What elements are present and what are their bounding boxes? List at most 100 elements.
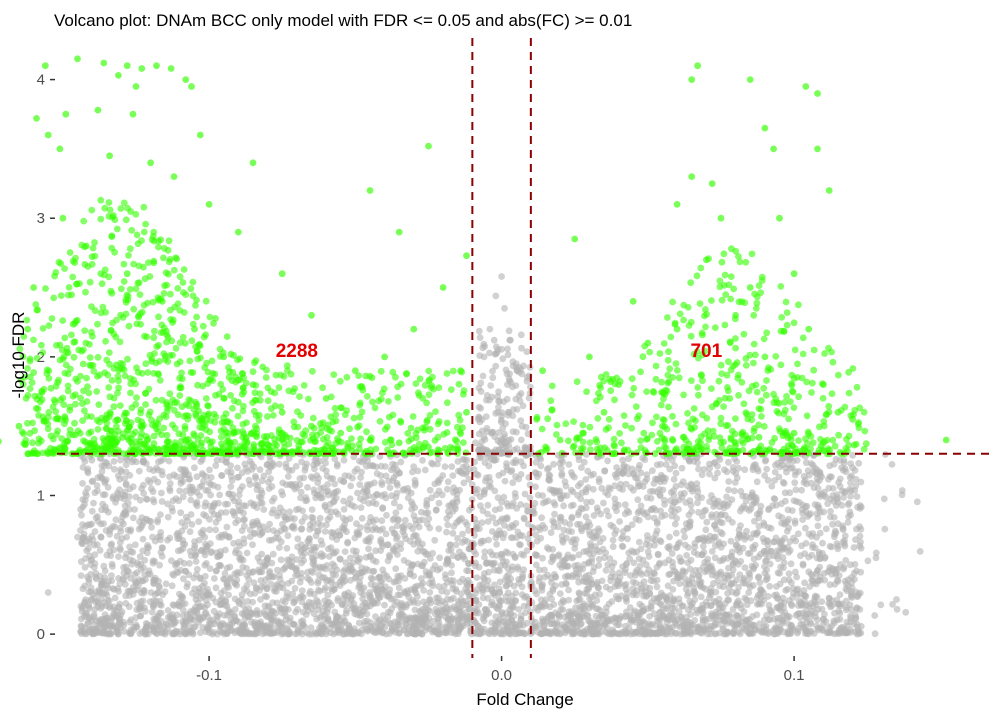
grey-point: [777, 563, 784, 571]
grey-point: [606, 485, 614, 493]
grey-point: [517, 417, 525, 424]
grey-point: [115, 603, 123, 611]
grey-point: [672, 469, 680, 477]
grey-point: [382, 463, 389, 470]
grey-point: [567, 486, 575, 494]
grey-point: [605, 512, 612, 520]
grey-point: [504, 564, 512, 572]
grey-point: [434, 615, 442, 623]
grey-point: [484, 518, 492, 525]
grey-point: [550, 489, 558, 497]
grey-point: [138, 485, 146, 492]
grey-point: [650, 480, 658, 487]
grey-point: [261, 602, 269, 610]
grey-point: [588, 558, 596, 566]
grey-point: [777, 625, 784, 633]
grey-point: [577, 504, 585, 512]
grey-point: [285, 454, 293, 462]
grey-point: [479, 615, 487, 622]
significant-point: [170, 173, 178, 181]
grey-point: [584, 612, 592, 619]
grey-point: [186, 528, 194, 536]
grey-point: [476, 581, 484, 589]
x-axis: -0.1 0.0 0.1: [196, 656, 805, 684]
grey-point: [308, 555, 316, 562]
grey-point: [787, 560, 795, 568]
significant-point: [30, 284, 37, 291]
grey-point: [732, 542, 740, 550]
grey-point: [774, 555, 782, 563]
grey-point: [282, 616, 290, 624]
grey-point: [575, 551, 583, 559]
not-significant-point: [501, 304, 508, 312]
grey-point: [213, 456, 221, 464]
grey-point: [235, 473, 243, 481]
grey-point: [349, 547, 357, 555]
grey-point: [125, 603, 133, 611]
grey-point: [306, 521, 314, 528]
grey-point: [730, 628, 737, 636]
grey-point: [770, 630, 778, 638]
grey-point: [279, 479, 287, 487]
grey-point: [538, 583, 546, 591]
grey-point: [849, 452, 857, 459]
grey-point: [263, 613, 270, 620]
grey-point: [773, 583, 780, 590]
grey-point: [333, 460, 341, 468]
grey-point: [753, 529, 761, 537]
grey-point: [338, 627, 346, 634]
grey-point: [289, 590, 297, 598]
grey-point: [410, 512, 418, 520]
grey-point: [446, 512, 453, 519]
grey-point: [414, 548, 422, 555]
grey-point: [753, 511, 761, 518]
grey-point: [737, 557, 745, 565]
grey-point: [771, 592, 778, 599]
grey-point: [688, 508, 695, 515]
grey-point: [779, 546, 787, 553]
grey-point: [712, 630, 720, 637]
grey-point: [84, 573, 91, 581]
grey-point: [268, 630, 276, 637]
grey-point: [347, 594, 355, 602]
grey-point: [324, 592, 332, 599]
grey-point: [303, 629, 311, 636]
grey-point: [499, 613, 507, 621]
grey-point: [170, 572, 178, 579]
grey-point: [257, 494, 265, 502]
grey-point: [747, 534, 755, 542]
grey-point: [677, 558, 684, 565]
grey-point: [281, 525, 289, 533]
grey-point: [789, 626, 797, 634]
grey-point: [538, 514, 545, 522]
grey-point: [294, 535, 302, 543]
grey-point: [129, 483, 137, 491]
grey-point: [316, 563, 324, 571]
grey-point: [514, 528, 522, 536]
grey-point: [379, 525, 387, 533]
grey-point: [796, 609, 803, 617]
significant-point: [805, 325, 813, 333]
grey-point: [111, 523, 119, 531]
grey-point: [351, 534, 359, 542]
grey-point: [476, 352, 484, 359]
grey-point: [443, 485, 451, 493]
grey-point: [182, 468, 190, 476]
x-tick-label: -0.1: [196, 667, 222, 684]
grey-point: [279, 491, 286, 499]
not-significant-point: [74, 533, 81, 541]
grey-point: [192, 558, 200, 565]
grey-point: [122, 592, 130, 600]
grey-point: [314, 520, 322, 527]
grey-point: [646, 613, 653, 620]
grey-point: [110, 458, 118, 465]
significant-point: [129, 110, 137, 118]
grey-point: [532, 531, 540, 539]
grey-point: [157, 529, 165, 536]
grey-point: [465, 567, 472, 575]
grey-point: [629, 470, 637, 478]
grey-point: [108, 560, 116, 568]
grey-point: [356, 481, 364, 488]
grey-point: [672, 568, 679, 576]
grey-point: [547, 529, 555, 536]
